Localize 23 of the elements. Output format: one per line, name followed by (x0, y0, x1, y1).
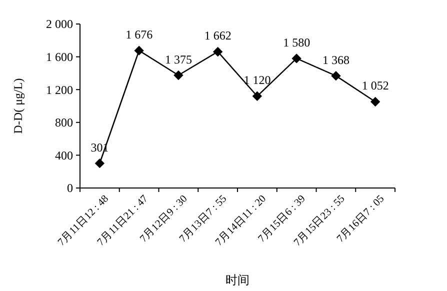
data-label: 1 120 (244, 73, 271, 88)
x-axis-title: 时间 (226, 273, 250, 287)
point (134, 46, 144, 56)
y-tick-label: 2 000 (46, 17, 73, 32)
point (212, 46, 223, 57)
point (292, 54, 302, 64)
point (174, 70, 184, 80)
point (370, 96, 380, 107)
y-tick-label: 800 (55, 116, 73, 130)
point (94, 158, 105, 168)
point (331, 70, 341, 81)
y-axis-title: D-D( μg/L) (11, 78, 25, 134)
data-label: 1 052 (362, 78, 389, 93)
data-label: 1 368 (322, 52, 350, 67)
data-label: 1 580 (283, 35, 310, 50)
y-tick-label: 1 600 (46, 50, 73, 64)
y-tick-label: 1 200 (46, 82, 73, 97)
y-tick-label: 400 (55, 148, 73, 162)
point (252, 91, 262, 102)
y-tick-label: 0 (67, 181, 73, 196)
data-label: 1 676 (126, 28, 153, 42)
data-label: 1 375 (164, 52, 192, 66)
data-label: 1 662 (204, 28, 232, 43)
